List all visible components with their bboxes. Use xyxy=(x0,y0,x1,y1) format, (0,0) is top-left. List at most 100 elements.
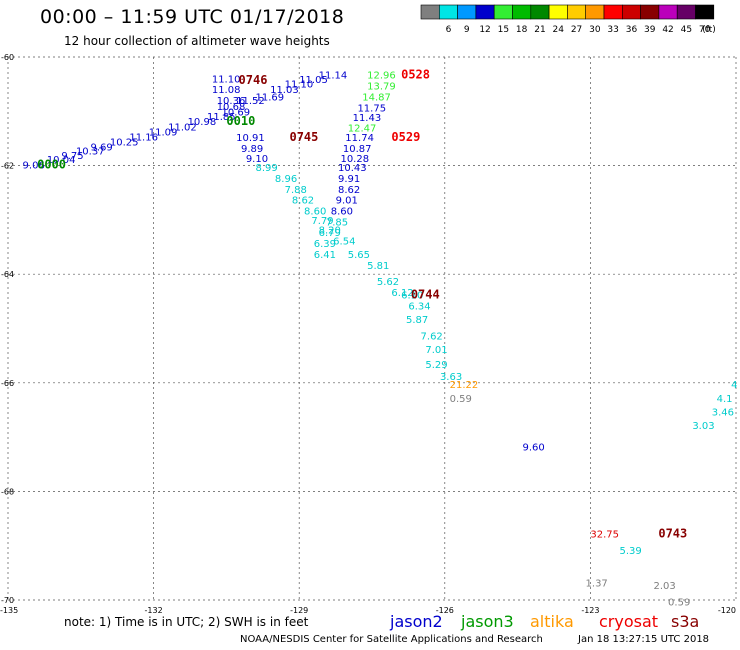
x-tick-label: -123 xyxy=(581,606,599,615)
wave-height-label: 11.10 xyxy=(285,79,314,90)
y-tick-label: -70 xyxy=(1,596,14,605)
wave-height-label: 11.52 xyxy=(236,96,265,107)
wave-height-label: 10.91 xyxy=(236,133,265,144)
scale-label: 36 xyxy=(626,25,638,35)
wave-height-label: 10.98 xyxy=(188,117,217,128)
wave-height-label: 6.34 xyxy=(408,301,430,312)
legend-satellite-jason2: jason2 xyxy=(389,612,443,631)
scale-label: 24 xyxy=(553,25,565,35)
scale-label: 45 xyxy=(681,25,692,35)
x-tick-label: -120 xyxy=(718,606,736,615)
wave-height-label: 12.47 xyxy=(348,123,377,134)
wave-height-label: 8.60 xyxy=(304,206,326,217)
page-title: 00:00 – 11:59 UTC 01/17/2018 xyxy=(40,6,345,28)
wave-height-label: 6.79 xyxy=(319,228,341,239)
wave-height-label: 9.69 xyxy=(91,142,113,153)
wave-height-label: 7.88 xyxy=(285,185,307,196)
scale-label: 21 xyxy=(534,25,545,35)
x-tick-label: -135 xyxy=(0,606,18,615)
wave-height-label: 3.03 xyxy=(692,421,714,432)
pass-time-label: 0000 xyxy=(37,157,66,171)
wave-height-label: 6.10 xyxy=(401,291,423,302)
wave-height-label: 4 xyxy=(731,380,737,391)
wave-height-label: 11.09 xyxy=(149,128,178,139)
wave-height-label: 7.85 xyxy=(326,217,348,228)
pass-time-label: 0744 xyxy=(411,288,440,302)
pass-time-label: 0529 xyxy=(391,130,420,144)
wave-height-label: 8.20 xyxy=(319,225,341,236)
wave-height-label: 9.91 xyxy=(338,174,360,185)
wave-height-label: 10.69 xyxy=(222,108,251,119)
wave-height-label: 9.01 xyxy=(336,196,358,207)
wave-height-label: 11.43 xyxy=(353,113,382,124)
pass-time-label: 0010 xyxy=(226,114,255,128)
wave-height-label: 11.05 xyxy=(299,75,328,86)
legend-note: note: 1) Time is in UTC; 2) SWH is in fe… xyxy=(64,615,309,629)
wave-height-label: 7.01 xyxy=(425,345,447,356)
scale-swatch xyxy=(695,4,715,20)
wave-height-label: 32.75 xyxy=(590,530,619,541)
pass-time-label: 0528 xyxy=(401,68,430,82)
wave-height-label: 8.62 xyxy=(338,185,360,196)
pass-time-label: 0746 xyxy=(239,73,268,87)
wave-height-label: 8.99 xyxy=(256,163,278,174)
scale-label: 9 xyxy=(464,25,470,35)
y-tick-label: -66 xyxy=(1,379,14,388)
wave-height-label: 8.62 xyxy=(292,196,314,207)
wave-height-label: 11.10 xyxy=(212,75,241,86)
y-tick-label: -68 xyxy=(1,487,14,496)
scale-label: 42 xyxy=(662,25,673,35)
wave-height-label: 5.65 xyxy=(348,250,370,261)
scale-label: 39 xyxy=(644,25,656,35)
wave-height-label: 9.75 xyxy=(61,151,83,162)
wave-height-label: 9.60 xyxy=(522,443,544,454)
wave-height-label: 12.96 xyxy=(367,71,396,82)
wave-height-label: 10.36 xyxy=(217,96,246,107)
y-tick-label: -60 xyxy=(1,53,14,62)
wave-height-label: 11.08 xyxy=(212,85,241,96)
wave-height-label: 9.10 xyxy=(246,154,268,165)
wave-height-label: 7.62 xyxy=(421,331,443,342)
wave-height-label: 5.39 xyxy=(620,546,642,557)
wave-height-label: 10.04 xyxy=(47,155,76,166)
wave-height-label: 11.16 xyxy=(129,133,158,144)
wave-height-label: 10.68 xyxy=(217,102,246,113)
wave-height-label: 11.69 xyxy=(256,92,285,103)
wave-height-label: 4.1 xyxy=(717,394,733,405)
wave-height-label: 10.43 xyxy=(338,163,367,174)
pass-time-label: 0743 xyxy=(658,527,687,541)
wave-height-label: 6.39 xyxy=(314,239,336,250)
wave-height-label: 3.46 xyxy=(712,407,734,418)
wave-height-label: 14.87 xyxy=(362,92,391,103)
scale-label: 18 xyxy=(516,25,528,35)
scale-label: 70 xyxy=(699,25,711,35)
wave-height-label: 11.03 xyxy=(270,85,299,96)
wave-height-label: 6.41 xyxy=(314,250,336,261)
legend-satellite-altika: altika xyxy=(530,612,574,631)
wave-height-label: 5.87 xyxy=(406,315,428,326)
wave-height-label: 5.62 xyxy=(377,277,399,288)
wave-height-label: 5.81 xyxy=(367,261,389,272)
wave-height-label: 10.25 xyxy=(110,138,139,149)
wave-height-label: 1.37 xyxy=(586,578,608,589)
legend-satellite-cryosat: cryosat xyxy=(599,612,658,631)
wave-height-label: 10.87 xyxy=(343,144,372,155)
wave-height-label: 2.03 xyxy=(653,581,675,592)
wave-height-label: 6.54 xyxy=(333,236,355,247)
wave-height-label: 9.06 xyxy=(23,160,45,171)
scale-label: 15 xyxy=(498,25,509,35)
wave-height-label: 11.02 xyxy=(168,122,197,133)
scale-label: 30 xyxy=(589,25,601,35)
color-scale-legend: 6 9 12 15 18 21 24 27 30 33 36 39 42 45 70(ft) xyxy=(420,4,716,35)
wave-height-label: 3.63 xyxy=(440,372,462,383)
pass-time-label: 0745 xyxy=(289,130,318,144)
wave-height-label: 8.60 xyxy=(331,206,353,217)
wave-height-label: 6.12 xyxy=(391,288,413,299)
x-tick-label: -126 xyxy=(436,606,454,615)
x-tick-label: -132 xyxy=(145,606,163,615)
footer-credit: NOAA/NESDIS Center for Satellite Applica… xyxy=(240,634,543,645)
wave-height-label: 0.59 xyxy=(668,597,690,608)
legend-satellite-jason3: jason3 xyxy=(460,612,514,631)
scale-label: 33 xyxy=(607,25,618,35)
